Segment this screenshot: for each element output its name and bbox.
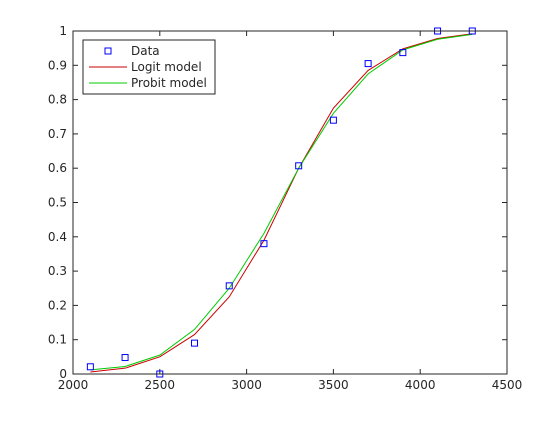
axes-box — [72, 30, 508, 375]
data-point — [399, 49, 407, 57]
y-tick-label: 0.4 — [48, 230, 67, 244]
y-tick-label: 0.1 — [48, 333, 67, 347]
data-point — [191, 339, 199, 347]
series-line-probit-model — [90, 33, 473, 371]
legend-marker-icon — [104, 47, 112, 55]
legend-label: Logit model — [131, 60, 202, 74]
data-point — [260, 240, 268, 248]
axis-ticks: 2000 2500 3000 3500 4000 4500 0 0.1 0.2 0.3 0.4 0.5… — [48, 24, 522, 392]
y-tick-label: 0.8 — [48, 93, 67, 107]
y-tick-label: 0.5 — [48, 196, 67, 210]
data-point — [295, 162, 303, 170]
legend-label: Probit model — [131, 76, 207, 90]
x-tick-label: 4000 — [405, 378, 436, 392]
x-tick-label: 2500 — [145, 378, 176, 392]
y-tick-label: 0.6 — [48, 161, 67, 175]
series-line-logit-model — [90, 33, 473, 373]
y-tick-label: 1 — [59, 24, 67, 38]
x-tick-label: 2000 — [58, 378, 89, 392]
legend: Data Logit model Probit model — [82, 39, 216, 95]
x-tick-label: 3000 — [231, 378, 262, 392]
series-layer — [86, 27, 476, 378]
data-point — [86, 363, 94, 371]
data-point — [225, 282, 233, 290]
y-tick-label: 0.2 — [48, 298, 67, 312]
data-point — [364, 60, 372, 68]
legend-label: Data — [131, 44, 160, 58]
x-tick-label: 3500 — [318, 378, 349, 392]
y-tick-label: 0.3 — [48, 264, 67, 278]
y-tick-label: 0 — [59, 367, 67, 381]
y-tick-label: 0.9 — [48, 58, 67, 72]
x-tick-label: 4500 — [492, 378, 523, 392]
y-tick-label: 0.7 — [48, 127, 67, 141]
data-point — [329, 116, 337, 124]
data-point — [121, 354, 129, 362]
